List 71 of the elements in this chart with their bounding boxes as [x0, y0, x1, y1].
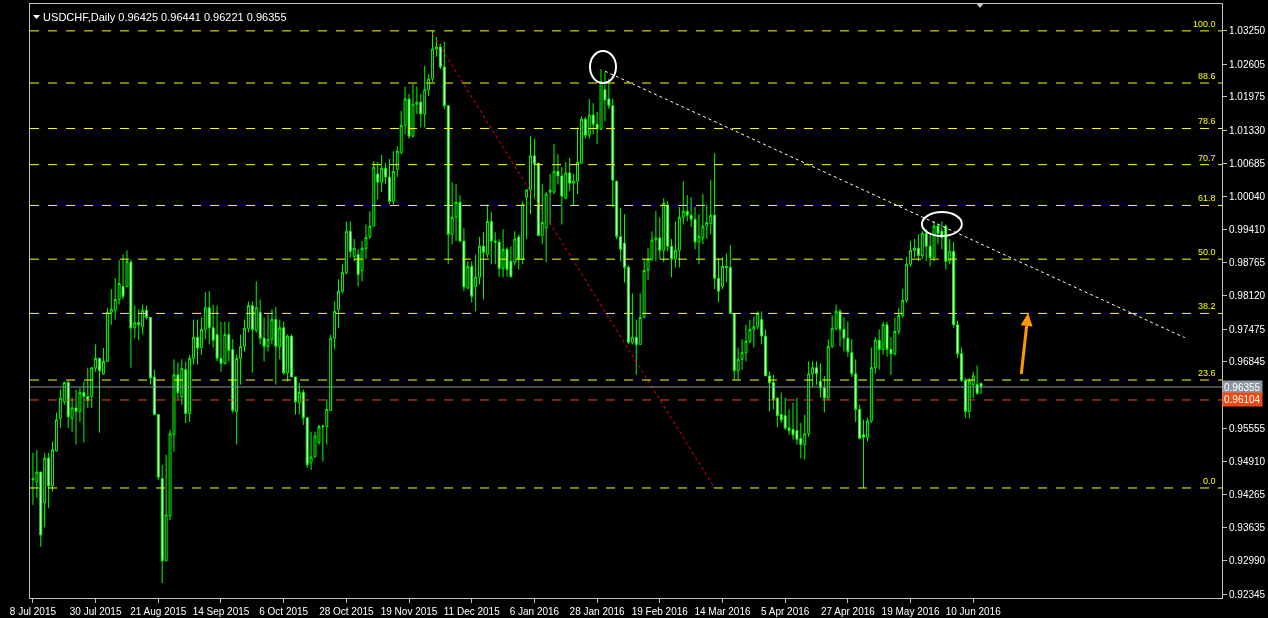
y-tick-label: 1.01330	[1229, 124, 1266, 136]
y-tick-label: 0.97475	[1229, 323, 1266, 335]
y-tick-label: 0.98120	[1229, 290, 1266, 302]
annotation: 100.0	[1193, 19, 1216, 29]
candlestick	[196, 319, 199, 366]
candlestick	[654, 210, 658, 262]
y-tick-label: 0.92345	[1229, 588, 1266, 600]
annotation: 50.0	[1198, 247, 1216, 257]
candlestick	[501, 228, 505, 278]
candlestick	[521, 200, 525, 265]
annotation: 23.6	[1198, 368, 1216, 378]
annotation: 78.6	[1198, 116, 1216, 126]
candlestick	[932, 220, 936, 262]
candlestick	[207, 290, 211, 345]
x-tick-label: 21 Aug 2015	[130, 606, 187, 617]
x-tick-label: 6 Oct 2015	[259, 606, 309, 617]
candlestick	[141, 304, 145, 336]
candlestick	[975, 365, 979, 395]
candlestick	[728, 244, 732, 314]
x-tick-label: 8 Jul 2015	[9, 606, 57, 617]
candlestick	[137, 308, 141, 341]
x-tick-label: 10 Jun 2016	[945, 606, 1002, 617]
x-tick-label: 19 May 2016	[881, 606, 940, 617]
candlestick	[944, 224, 948, 270]
y-tick-label: 1.01975	[1229, 91, 1266, 103]
x-tick-label: 5 Apr 2016	[760, 606, 810, 617]
candlestick	[916, 233, 920, 262]
candlestick	[423, 65, 427, 128]
candlestick	[391, 150, 395, 205]
y-tick-label: 0.93635	[1229, 521, 1266, 533]
candlestick	[587, 98, 591, 140]
x-tick-label: 30 Jul 2015	[69, 606, 122, 617]
y-tick-label: 0.94910	[1229, 456, 1266, 468]
x-tick-label: 6 Jan 2016	[509, 606, 560, 617]
x-tick-label: 19 Nov 2015	[380, 606, 438, 617]
y-tick-label: 1.00040	[1229, 191, 1266, 203]
y-tick-label: 0.92990	[1229, 555, 1266, 567]
candlestick	[31, 452, 35, 506]
y-tick-label: 1.02605	[1229, 58, 1266, 70]
annotation: 38.2	[1198, 301, 1216, 311]
candlestick	[815, 360, 818, 386]
text: USDCHF,Daily 0.96425 0.96441 0.96221 0.96355	[43, 11, 287, 24]
y-tick-label: 0.94265	[1229, 489, 1266, 501]
candlestick	[818, 363, 822, 399]
x-tick-label: 11 Dec 2015	[443, 606, 501, 617]
annotation: 0.0	[1203, 476, 1216, 486]
candlestick	[662, 197, 666, 263]
candlestick	[732, 312, 736, 381]
candlestick	[924, 228, 928, 262]
annotation: 70.7	[1198, 153, 1216, 163]
y-tick-label: 0.98765	[1229, 257, 1266, 269]
candlestick	[274, 306, 278, 386]
ref-line-label: 0.96104	[1224, 394, 1261, 405]
candlestick	[920, 230, 924, 260]
candlestick	[74, 388, 78, 446]
annotation: 61.8	[1198, 193, 1216, 203]
y-tick-label: 0.95555	[1229, 422, 1266, 434]
x-tick-label: 28 Jan 2016	[569, 606, 626, 617]
x-tick-label: 14 Sep 2015	[192, 606, 250, 617]
x-tick-label: 14 Mar 2016	[694, 606, 751, 617]
annotation: 88.6	[1198, 71, 1216, 81]
x-tick-label: 28 Oct 2015	[319, 606, 375, 617]
candlestick	[411, 83, 415, 138]
y-tick-label: 0.99410	[1229, 223, 1266, 235]
y-tick-label: 0.96845	[1229, 356, 1266, 368]
x-tick-label: 19 Feb 2016	[631, 606, 689, 617]
y-tick-label: 1.00685	[1229, 157, 1266, 169]
ref-line-label: 0.96355	[1224, 382, 1261, 393]
candlestick	[454, 183, 458, 242]
x-tick-label: 27 Apr 2016	[820, 606, 876, 617]
y-tick-label: 1.03250	[1229, 25, 1266, 37]
